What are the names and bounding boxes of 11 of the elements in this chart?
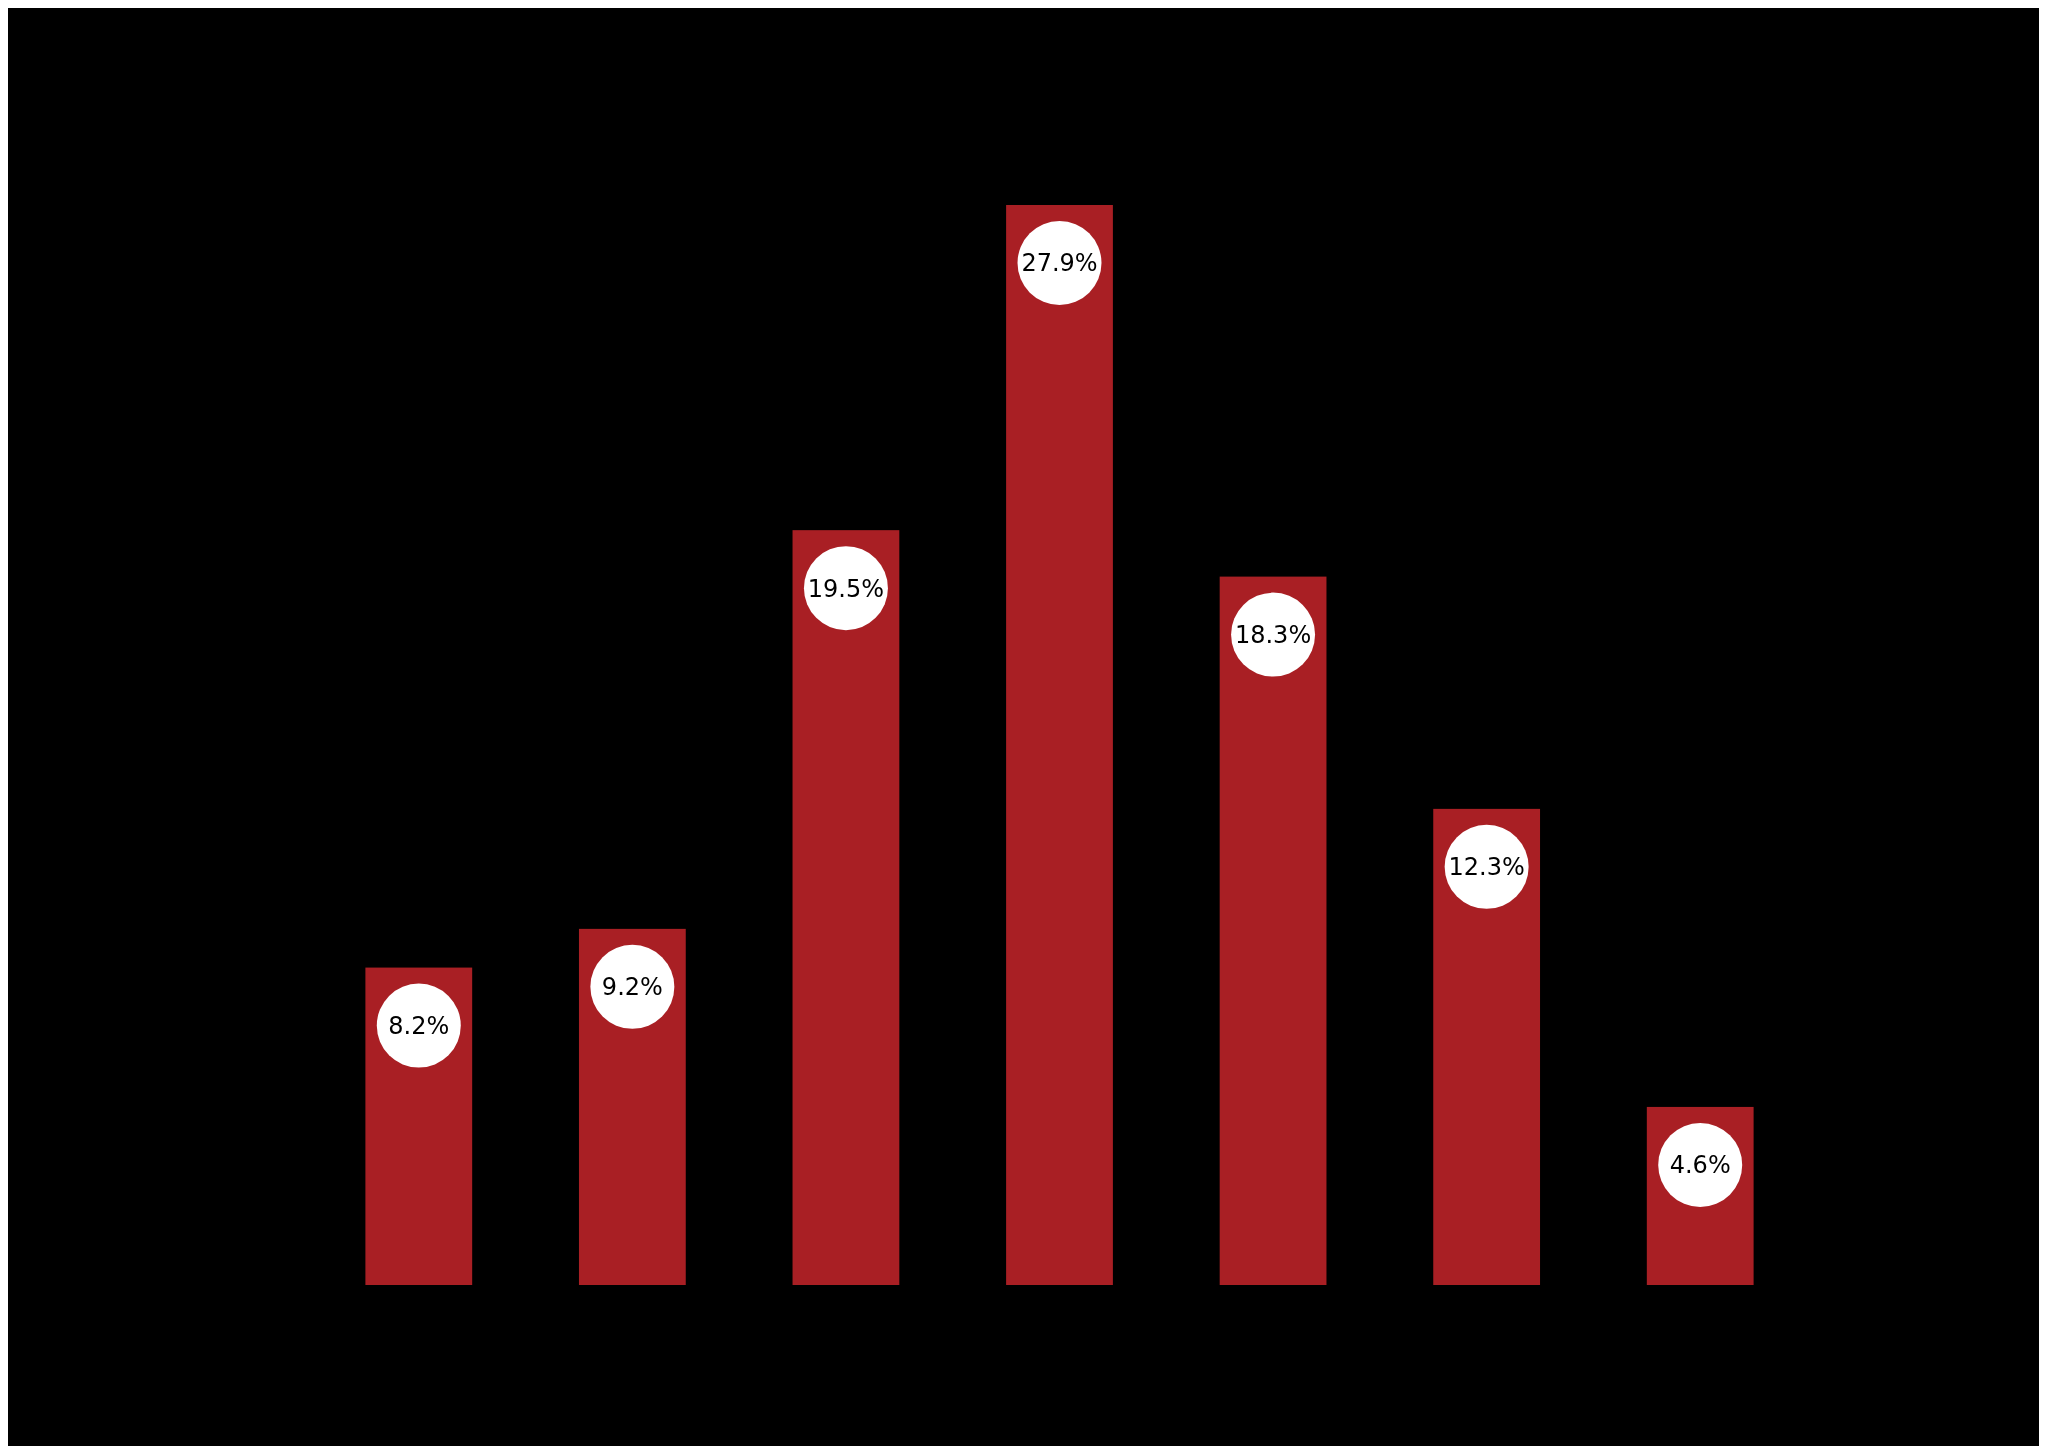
- data-label: 27.9%: [1021, 249, 1098, 278]
- data-label: 19.5%: [807, 574, 885, 603]
- data-label: 9.2%: [601, 973, 663, 1002]
- data-label: 4.6%: [1669, 1151, 1731, 1180]
- data-label: 18.3%: [1234, 621, 1312, 650]
- bar: [1219, 576, 1327, 1285]
- data-label: 12.3%: [1448, 853, 1525, 882]
- bar: [1433, 808, 1541, 1285]
- bar: [1006, 205, 1113, 1285]
- data-label: 8.2%: [388, 1011, 450, 1040]
- bar: [792, 530, 900, 1285]
